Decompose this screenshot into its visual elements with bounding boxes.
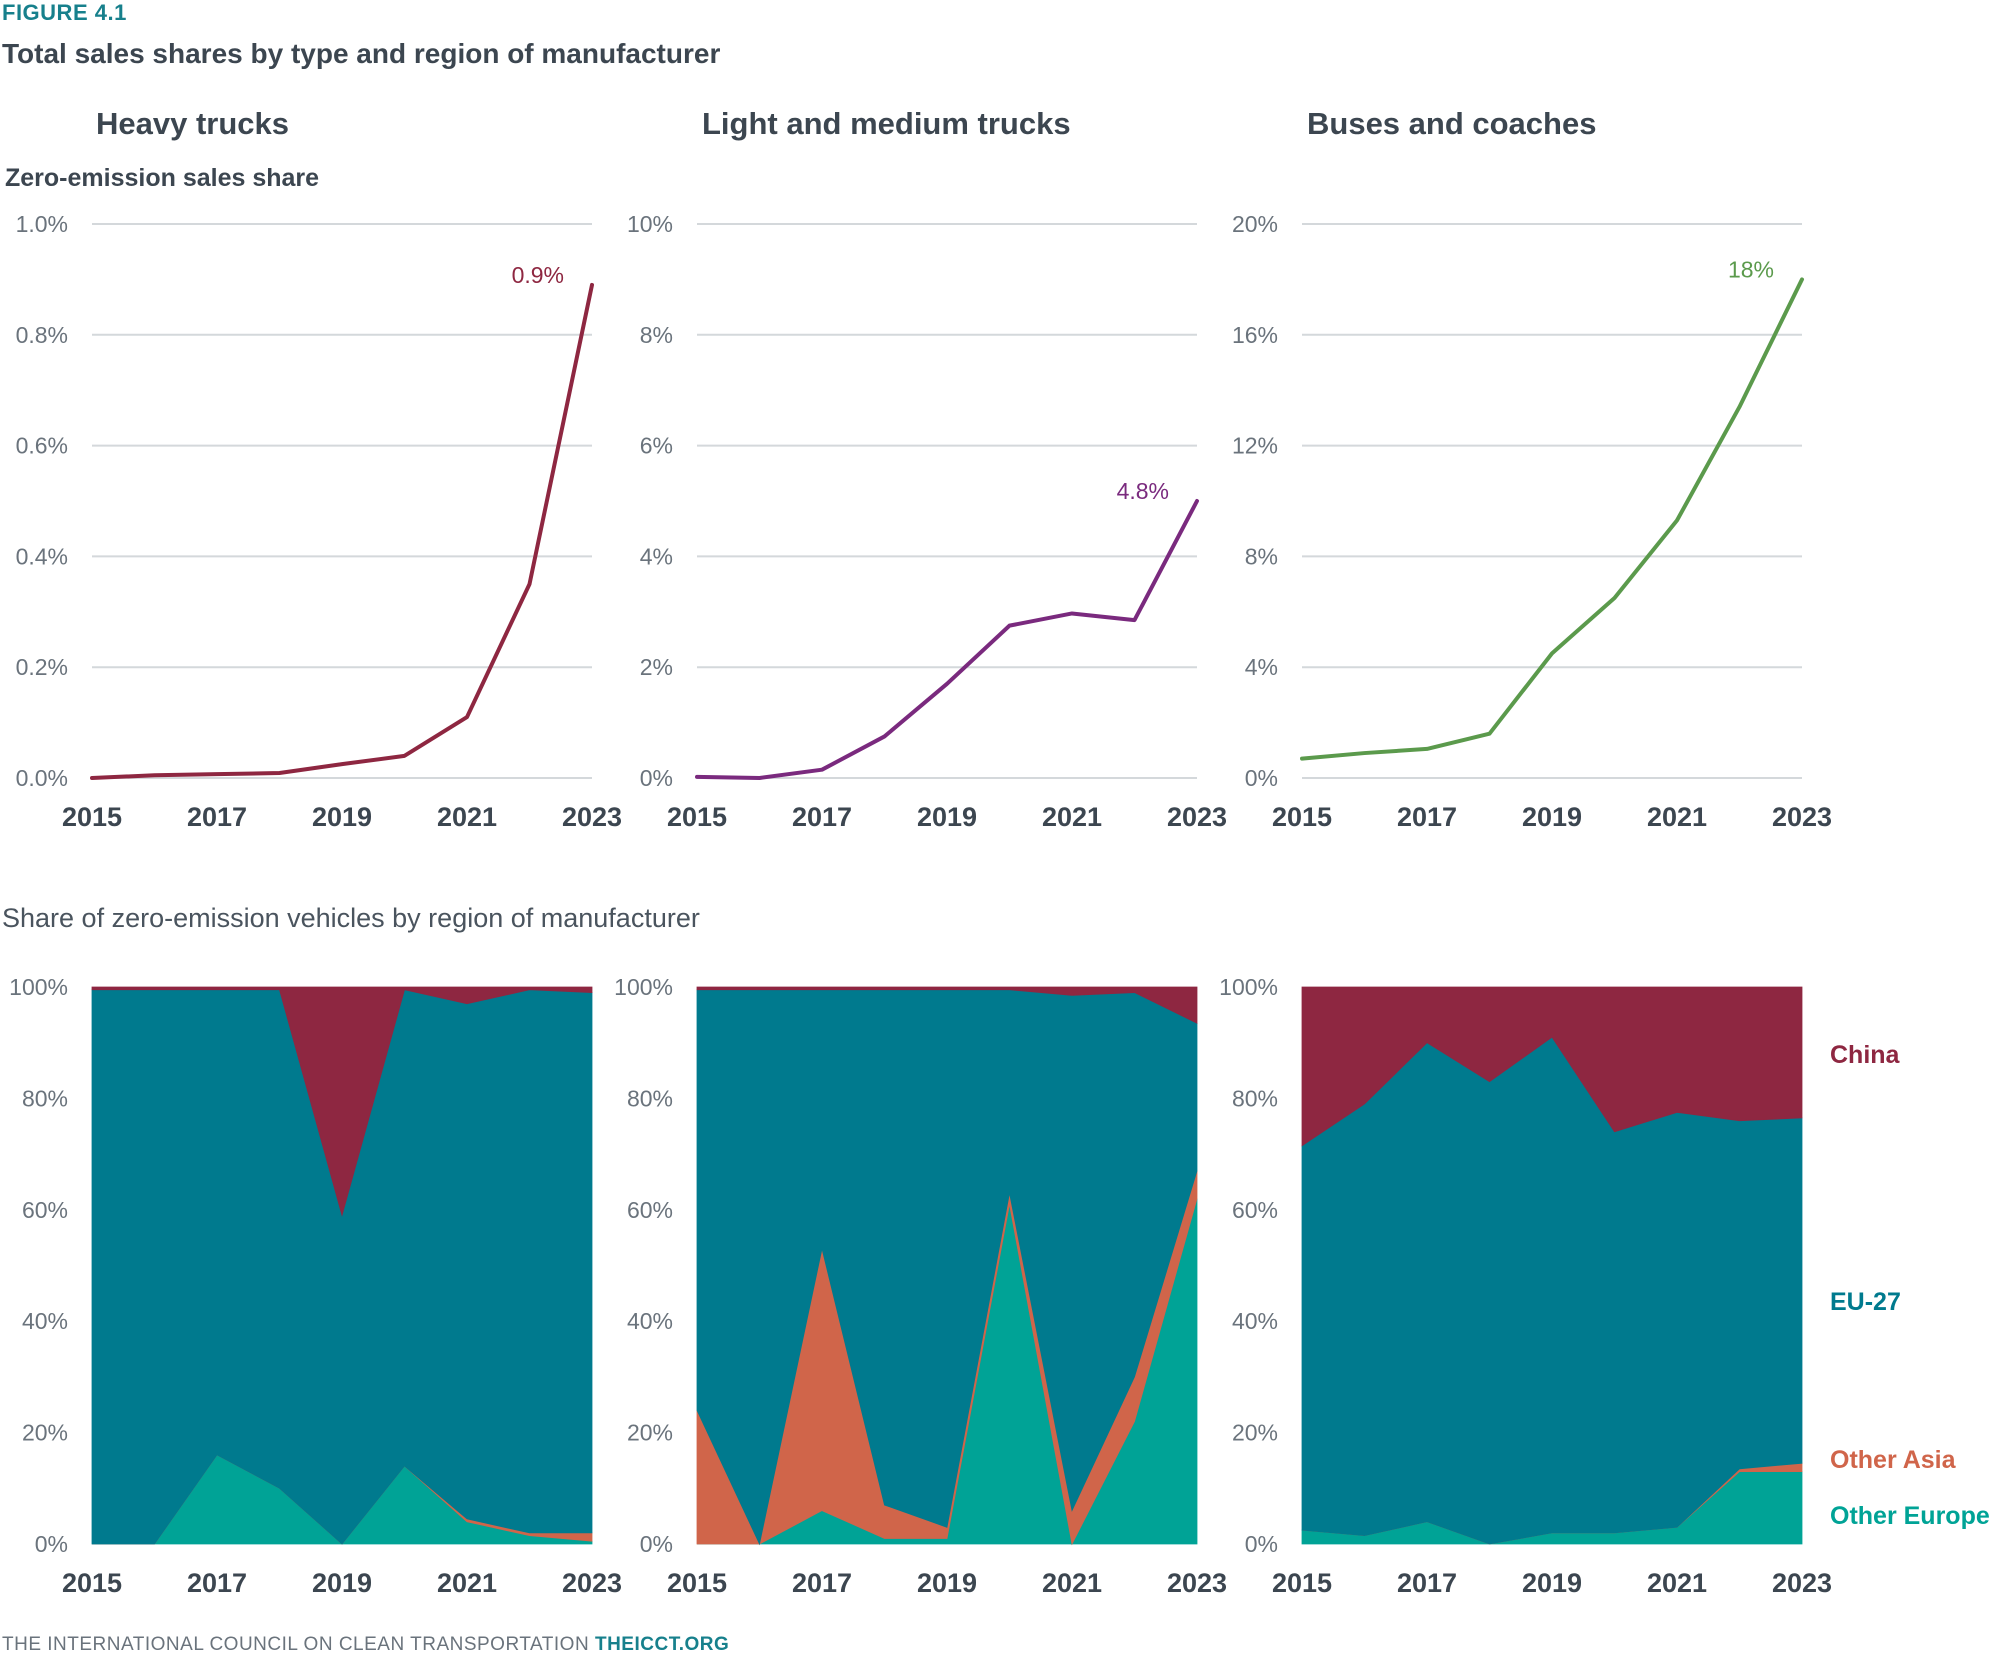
legend-other-asia: Other Asia [1830,1446,1957,1474]
x-tick-label: 2021 [437,1568,497,1598]
y-tick-label: 2% [640,654,673,680]
y-tick-label: 10% [627,211,673,237]
panel-buses-and-coaches-line: 0% 4% 8% 12% 16% 20% 2015 2017 2019 2021 2023 18% [1232,211,1832,832]
panel-heavy-trucks-area: 0% 20% 40% 60% 80% 100% 2015 2017 2019 2021 2023 [9,974,622,1598]
x-tick-label: 2019 [1522,802,1582,832]
area-china [91,986,593,1217]
x-tick-label: 2015 [62,1568,122,1598]
x-tick-label: 2023 [1167,802,1227,832]
x-tick-label: 2015 [1272,802,1332,832]
x-tick-label: 2021 [1647,1568,1707,1598]
x-tick-label: 2015 [62,802,122,832]
y-tick-label: 0% [640,765,673,791]
series-line [90,282,594,780]
x-tick-label: 2019 [917,802,977,832]
y-tick-label: 16% [1232,322,1278,348]
y-tick-label: 20% [1232,1420,1278,1446]
y-tick-label: 0.8% [16,322,68,348]
end-value-label: 18% [1728,256,1774,282]
y-tick-label: 4% [640,543,673,569]
x-tick-label: 2023 [1772,802,1832,832]
y-tick-label: 80% [1232,1085,1278,1111]
y-tick-label: 80% [627,1085,673,1111]
y-tick-label: 0% [1245,1531,1278,1557]
legend-china: China [1830,1041,1901,1069]
x-tick-label: 2019 [312,802,372,832]
top-section-ylabel: Zero-emission sales share [5,164,319,192]
y-tick-label: 40% [627,1308,673,1334]
y-tick-label: 60% [1232,1197,1278,1223]
series-line [1300,277,1804,761]
panel-title-buses-coaches: Buses and coaches [1307,106,1596,141]
y-tick-label: 20% [1232,211,1278,237]
x-tick-label: 2023 [562,1568,622,1598]
figure-title: Total sales shares by type and region of… [2,38,721,69]
area-china [1301,986,1803,1147]
panel-light-and-medium-trucks-area: 0% 20% 40% 60% 80% 100% 2015 2017 2019 2021 2023 [614,974,1227,1598]
y-tick-label: 0.0% [16,765,68,791]
y-tick-label: 0% [35,1531,68,1557]
x-tick-label: 2021 [1042,1568,1102,1598]
x-tick-label: 2021 [1042,802,1102,832]
footer-org: THE INTERNATIONAL COUNCIL ON CLEAN TRANS… [2,1634,590,1655]
figure-label: FIGURE 4.1 [2,0,127,25]
panel-buses-and-coaches-area: 0% 20% 40% 60% 80% 100% 2015 2017 2019 2021 2023 [1219,974,1832,1598]
panel-title-light-medium-trucks: Light and medium trucks [702,106,1071,141]
y-tick-label: 6% [640,433,673,459]
bottom-section-title: Share of zero-emission vehicles by regio… [2,903,700,933]
x-tick-label: 2015 [667,1568,727,1598]
y-tick-label: 1.0% [16,211,68,237]
y-tick-label: 0% [1245,765,1278,791]
x-tick-label: 2023 [1772,1568,1832,1598]
x-tick-label: 2023 [562,802,622,832]
panel-light-and-medium-trucks-line: 0% 2% 4% 6% 8% 10% 2015 2017 2019 2021 2023 4.8% [627,211,1227,832]
y-tick-label: 20% [22,1420,68,1446]
footer-url[interactable]: THEICCT.ORG [594,1634,730,1655]
y-tick-label: 0.4% [16,543,68,569]
y-tick-label: 40% [22,1308,68,1334]
legend-eu-27: EU-27 [1830,1288,1901,1316]
y-tick-label: 0.6% [16,433,68,459]
x-tick-label: 2019 [312,1568,372,1598]
y-tick-label: 60% [22,1197,68,1223]
end-value-label: 0.9% [512,262,564,288]
y-tick-label: 60% [627,1197,673,1223]
x-tick-label: 2017 [1397,802,1457,832]
footer: THE INTERNATIONAL COUNCIL ON CLEAN TRANS… [2,1634,729,1656]
y-tick-label: 0% [640,1531,673,1557]
x-tick-label: 2019 [917,1568,977,1598]
y-tick-label: 100% [9,974,68,1000]
x-tick-label: 2021 [1647,802,1707,832]
x-tick-label: 2023 [1167,1568,1227,1598]
y-tick-label: 8% [1245,543,1278,569]
x-tick-label: 2019 [1522,1568,1582,1598]
x-tick-label: 2021 [437,802,497,832]
x-tick-label: 2017 [187,1568,247,1598]
y-tick-label: 20% [627,1420,673,1446]
x-tick-label: 2017 [1397,1568,1457,1598]
x-tick-label: 2017 [187,802,247,832]
area-china [696,986,1198,1024]
x-tick-label: 2017 [792,1568,852,1598]
end-value-label: 4.8% [1117,478,1169,504]
y-tick-label: 12% [1232,433,1278,459]
x-tick-label: 2015 [667,802,727,832]
y-tick-label: 80% [22,1085,68,1111]
panel-heavy-trucks-line: 0.0% 0.2% 0.4% 0.6% 0.8% 1.0% 2015 2017 2019 2021… [16,211,622,832]
panel-title-heavy-trucks: Heavy trucks [96,106,289,141]
x-tick-label: 2017 [792,802,852,832]
y-tick-label: 100% [614,974,673,1000]
legend-other-europe: Other Europe [1830,1502,1990,1530]
y-tick-label: 8% [640,322,673,348]
series-line [695,499,1199,780]
y-tick-label: 100% [1219,974,1278,1000]
y-tick-label: 0.2% [16,654,68,680]
y-tick-label: 4% [1245,654,1278,680]
y-tick-label: 40% [1232,1308,1278,1334]
x-tick-label: 2015 [1272,1568,1332,1598]
